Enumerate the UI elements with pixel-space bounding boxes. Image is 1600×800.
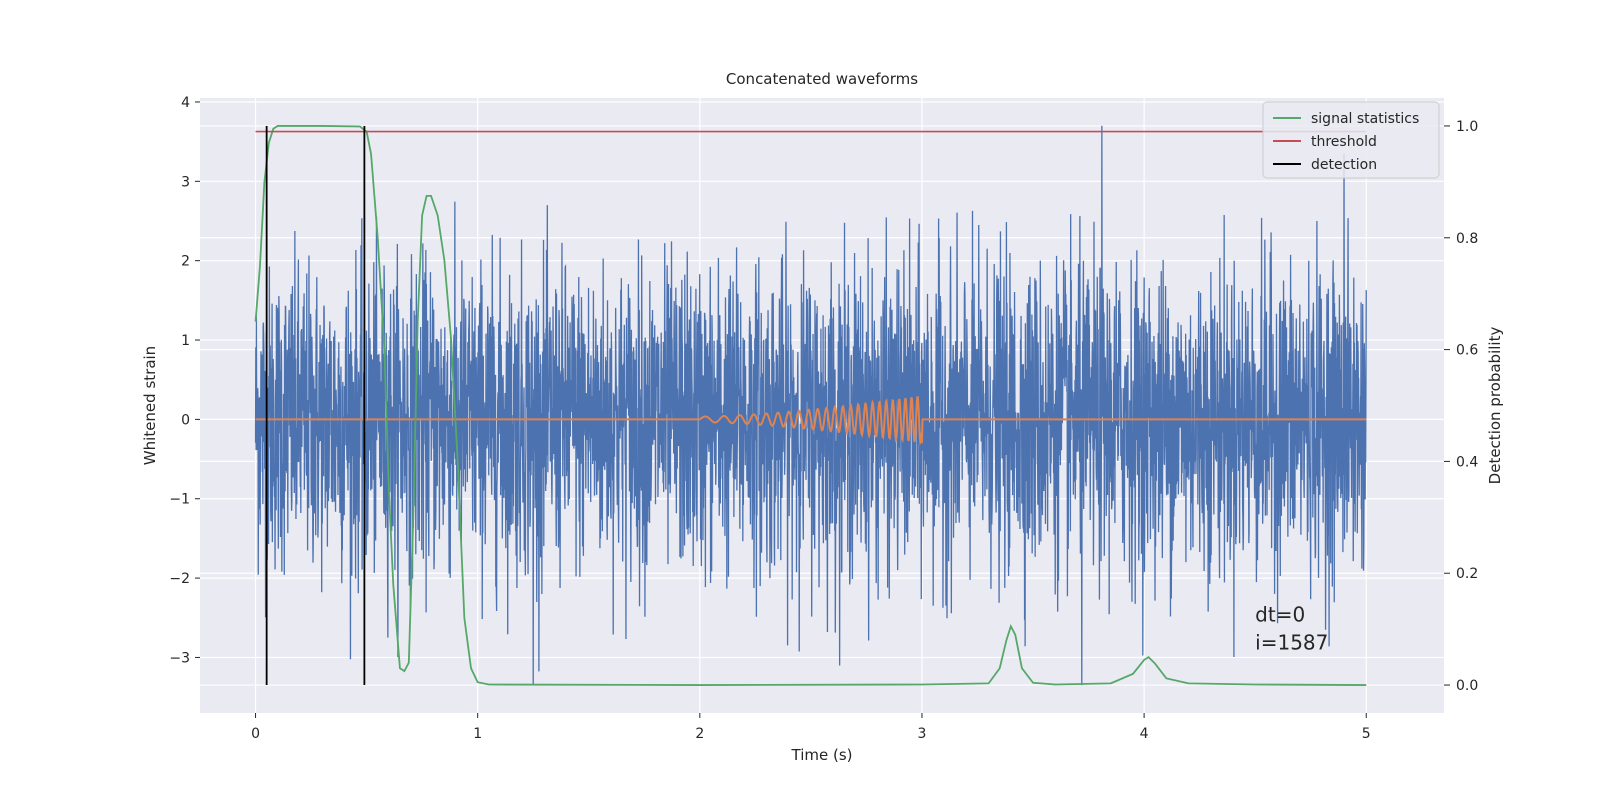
y-left-tick-label: 0 (181, 412, 190, 428)
noise-trace (254, 125, 1367, 686)
y-left-tick-label: 4 (181, 95, 190, 111)
chirp-trace (255, 396, 1367, 446)
x-tick-label: 2 (695, 726, 704, 742)
legend-label-threshold: threshold (1311, 134, 1377, 150)
y-right-tick-label: 0.0 (1456, 678, 1478, 694)
y-axis-left-label: Whitened strain (141, 346, 159, 465)
legend: signal statistics threshold detection (1262, 101, 1440, 179)
y-right-tick-label: 1.0 (1456, 119, 1478, 135)
y-left-tick-label: −1 (169, 492, 190, 508)
y-left-tick-label: −3 (169, 650, 190, 666)
legend-box (1262, 101, 1440, 179)
x-tick-label: 3 (918, 726, 927, 742)
legend-label-signal-statistics: signal statistics (1311, 111, 1419, 127)
noise-series (254, 125, 1367, 686)
legend-label-detection: detection (1311, 157, 1377, 173)
x-tick-label: 1 (473, 726, 482, 742)
x-tick-label: 0 (251, 726, 260, 742)
y-right-tick-label: 0.8 (1456, 231, 1478, 247)
x-tick-label: 5 (1362, 726, 1371, 742)
y-right-tick-label: 0.4 (1456, 454, 1478, 470)
axis-ticks: 0 1 2 3 4 5 −3 −2 −1 0 1 2 3 4 0.0 0.2 0.4 0.6 0.8 1.0 (169, 95, 1478, 742)
y-left-tick-label: 2 (181, 254, 190, 270)
detection-series (265, 125, 366, 686)
y-axis-right-label: Detection probability (1486, 327, 1504, 485)
y-left-tick-label: −2 (169, 571, 190, 587)
y-right-tick-label: 0.2 (1456, 566, 1478, 582)
annotation-dt: dt=0 (1255, 603, 1305, 627)
y-right-tick-label: 0.6 (1456, 343, 1478, 359)
x-tick-label: 4 (1140, 726, 1149, 742)
y-left-tick-label: 1 (181, 333, 190, 349)
x-axis-label: Time (s) (791, 746, 853, 764)
chirp-waveform-series (255, 396, 1367, 446)
chart-title: Concatenated waveforms (726, 70, 918, 88)
y-left-tick-label: 3 (181, 174, 190, 190)
annotation-index: i=1587 (1255, 631, 1328, 655)
